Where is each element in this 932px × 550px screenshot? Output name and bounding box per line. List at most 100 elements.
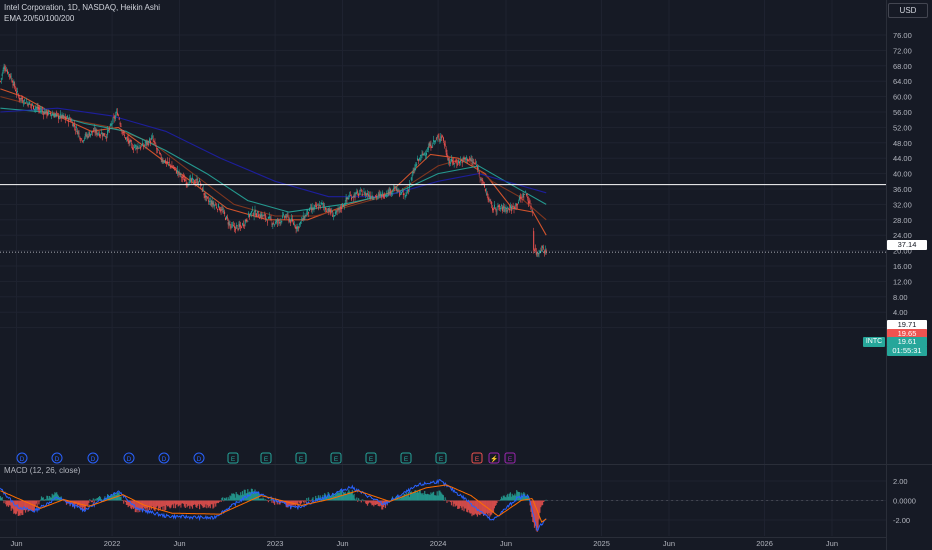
macd-histogram-bar: [513, 495, 515, 501]
candle-body: [136, 147, 138, 150]
candle-body: [47, 113, 49, 115]
macd-histogram-bar: [498, 500, 500, 502]
macd-histogram-bar: [341, 494, 344, 501]
event-letter: E: [508, 456, 513, 463]
macd-histogram-bar: [148, 500, 150, 508]
candle-body: [307, 209, 309, 212]
candle-body: [283, 214, 285, 215]
candle-body: [50, 115, 52, 117]
candle-body: [236, 225, 238, 226]
macd-legend[interactable]: MACD (12, 26, close): [4, 466, 81, 475]
macd-histogram-bar: [378, 500, 380, 507]
earnings-marker: [295, 452, 307, 464]
time-tick-label: Jun: [173, 539, 185, 548]
candle-body: [184, 180, 186, 182]
candle-body: [131, 143, 133, 145]
macd-histogram-bar: [89, 499, 91, 501]
macd-histogram-bar: [432, 492, 434, 501]
candle-body: [518, 202, 519, 204]
candle-body: [271, 223, 273, 225]
candle-body: [80, 140, 82, 142]
candle-body: [460, 160, 462, 161]
candle-body: [109, 124, 111, 126]
candle-body: [451, 159, 453, 162]
candle-body: [158, 152, 160, 154]
candle-body: [413, 171, 415, 173]
candle-body: [81, 138, 83, 140]
macd-histogram-bar: [403, 493, 405, 501]
candle-body: [126, 137, 128, 139]
macd-histogram-bar: [525, 496, 527, 501]
candle-body: [522, 193, 524, 197]
macd-histogram-bar: [502, 495, 504, 501]
candle-body: [205, 195, 207, 198]
candle-body: [229, 224, 231, 225]
candle-body: [282, 215, 284, 218]
macd-histogram-bar: [439, 490, 441, 501]
candle-body: [262, 215, 264, 217]
macd-histogram-bar: [463, 500, 465, 512]
candle-body: [266, 218, 268, 220]
candle-body: [179, 173, 181, 176]
macd-histogram-bar: [342, 491, 344, 501]
candle-body: [124, 134, 126, 136]
candle-body: [445, 148, 447, 153]
candle-body: [479, 177, 481, 179]
candle-body: [175, 167, 176, 169]
candle-body: [273, 223, 275, 224]
candle-body: [331, 210, 333, 213]
macd-histogram-bar: [121, 500, 123, 501]
event-letter: E: [299, 456, 304, 463]
macd-histogram-bar: [348, 489, 350, 501]
macd-histogram-bar: [212, 500, 214, 509]
macd-histogram-bar: [34, 500, 36, 507]
candle-body: [299, 223, 301, 225]
candle-body: [399, 192, 401, 197]
macd-histogram-bar: [203, 500, 205, 507]
candle-body: [293, 224, 295, 226]
macd-histogram-bar: [286, 500, 288, 508]
candle-body: [94, 131, 96, 134]
candle-body: [169, 164, 171, 166]
event-letter: D: [20, 456, 25, 463]
macd-histogram-bar: [137, 500, 139, 513]
candle-body: [103, 133, 105, 136]
macd-histogram-bar: [86, 500, 88, 506]
candle-body: [394, 186, 396, 188]
macd-histogram-bar: [72, 500, 74, 508]
price-tick-label: 60.00: [893, 93, 912, 102]
candle-body: [20, 97, 22, 99]
macd-histogram-bar: [298, 500, 300, 502]
candle-body: [294, 226, 296, 228]
candle-body: [178, 171, 180, 173]
candle-body: [267, 221, 268, 223]
macd-histogram-bar: [418, 489, 420, 501]
macd-histogram-bar: [544, 500, 546, 501]
macd-histogram-bar: [431, 493, 433, 501]
candle-body: [135, 145, 137, 147]
candle-body: [78, 133, 80, 135]
macd-histogram-bar: [28, 500, 30, 511]
candle-body: [58, 117, 60, 119]
candle-body: [171, 165, 173, 167]
macd-histogram-bar: [370, 500, 372, 504]
candle-body: [86, 134, 88, 136]
candle-body: [532, 211, 534, 213]
macd-histogram-bar: [400, 497, 403, 501]
time-tick-label: Jun: [10, 539, 22, 548]
indicator-legend[interactable]: EMA 20/50/100/200: [4, 14, 75, 23]
macd-histogram-bar: [407, 495, 409, 501]
macd-histogram-bar: [359, 500, 361, 501]
candle-body: [441, 136, 443, 138]
candle-body: [258, 214, 260, 217]
candle-body: [341, 207, 343, 209]
candle-body: [61, 113, 63, 116]
currency-button[interactable]: USD: [888, 3, 928, 18]
candle-body: [206, 196, 208, 198]
candle-body: [318, 204, 320, 206]
candle-body: [466, 156, 468, 159]
macd-histogram-bar: [113, 492, 115, 501]
macd-histogram-bar: [353, 493, 355, 501]
candle-body: [21, 97, 23, 100]
